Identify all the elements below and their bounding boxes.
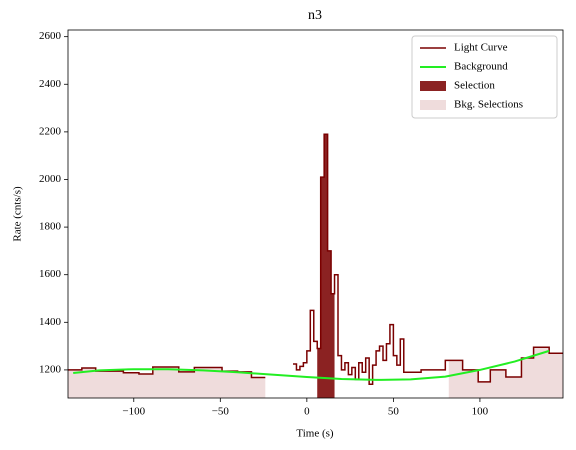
y-tick-label: 1400 [39, 316, 62, 328]
y-tick-label: 2200 [39, 125, 62, 137]
y-tick-label: 1800 [39, 221, 62, 233]
selection [317, 134, 335, 398]
legend-box [411, 35, 558, 119]
x-tick-label: 50 [388, 406, 400, 418]
legend-swatch [420, 100, 446, 110]
chart-title: n3 [308, 8, 322, 23]
light-curve [68, 133, 563, 385]
y-axis-label: Rate (cnts/s) [12, 186, 24, 242]
y-tick-label: 1600 [39, 268, 62, 280]
x-tick-label: −100 [122, 406, 145, 418]
bkg-selection [68, 367, 266, 398]
y-tick-label: 1200 [39, 363, 62, 375]
plot-area [68, 133, 563, 398]
background-curve [73, 349, 550, 381]
y-tick-label: 2400 [39, 78, 62, 90]
x-tick-label: 0 [304, 406, 310, 418]
y-tick-label: 2600 [39, 30, 62, 42]
legend-label: Light Curve [454, 42, 508, 54]
legend-label: Bkg. Selections [454, 99, 523, 111]
y-tick-label: 2000 [39, 173, 62, 185]
legend-swatch [420, 81, 446, 91]
legend-label: Background [454, 61, 508, 73]
axes-frame [67, 29, 564, 399]
x-tick-label: 100 [472, 406, 489, 418]
x-tick-label: −50 [212, 406, 230, 418]
x-axis-label: Time (s) [296, 428, 334, 440]
legend-label: Selection [454, 80, 495, 92]
